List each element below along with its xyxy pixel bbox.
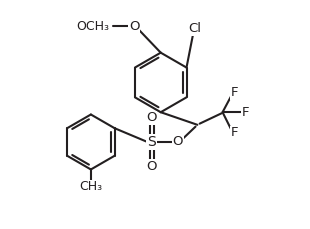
Text: Cl: Cl (188, 22, 202, 35)
Text: O: O (146, 160, 157, 172)
Text: OCH₃: OCH₃ (76, 20, 109, 33)
Text: O: O (129, 20, 140, 33)
Text: F: F (230, 86, 238, 99)
Text: F: F (230, 126, 238, 139)
Text: O: O (173, 136, 183, 148)
Text: S: S (147, 135, 156, 149)
Text: F: F (242, 106, 249, 119)
Text: CH₃: CH₃ (79, 180, 102, 193)
Text: O: O (146, 112, 157, 124)
